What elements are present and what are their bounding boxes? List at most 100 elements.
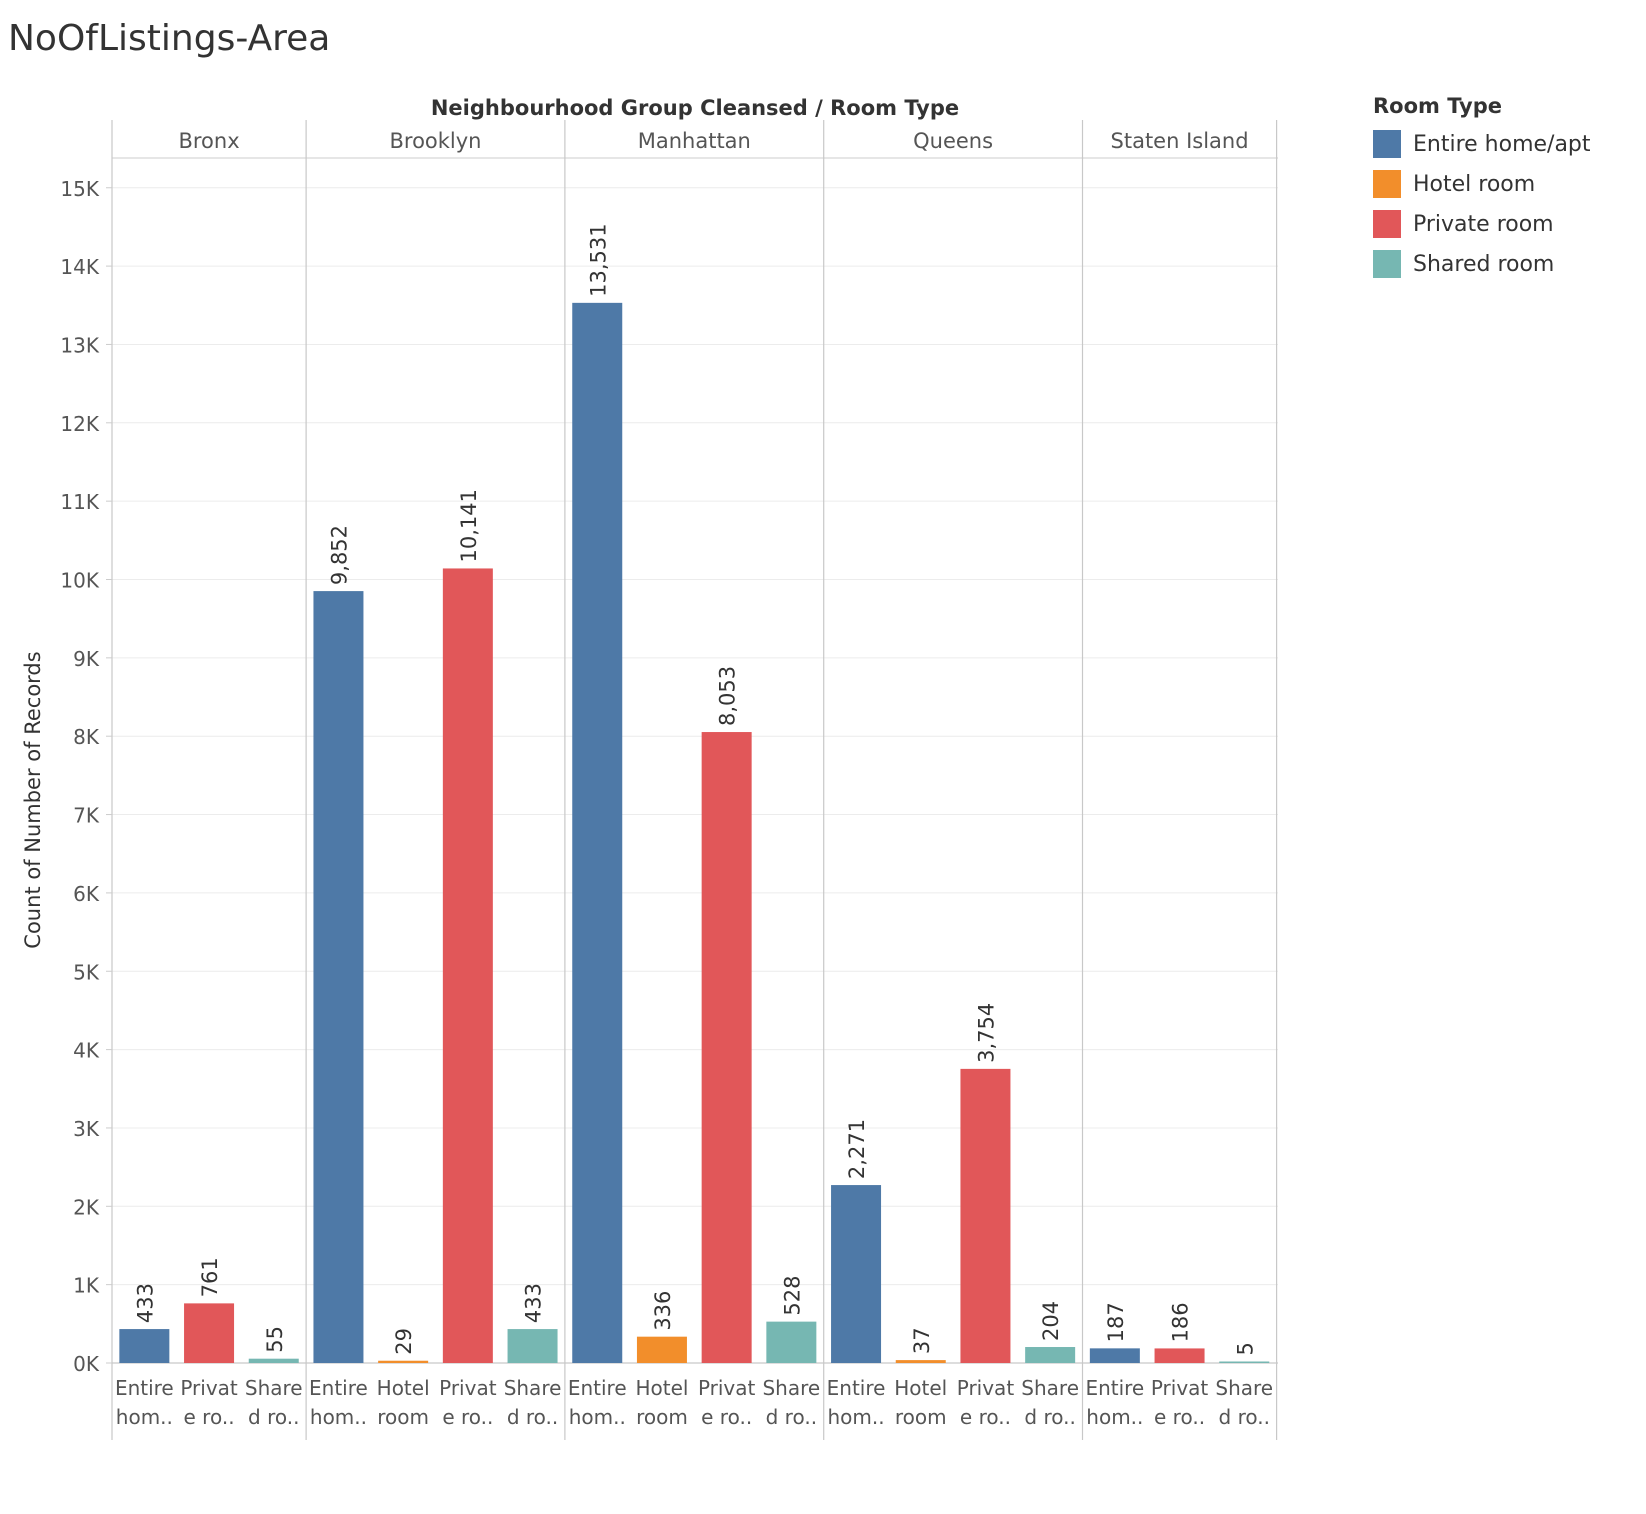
y-tick-label: 2K bbox=[73, 1195, 100, 1219]
bar-manhattan-shared-room bbox=[766, 1321, 817, 1363]
panel-frame bbox=[111, 120, 1278, 1440]
x-tick-label: hom.. bbox=[1086, 1405, 1143, 1429]
value-label: 13,531 bbox=[586, 223, 610, 296]
x-tick-label: hom.. bbox=[310, 1405, 367, 1429]
x-tick-label: hom.. bbox=[827, 1405, 884, 1429]
bar-staten-island-entire-home-apt bbox=[1089, 1348, 1140, 1363]
x-tick-label: Hotel bbox=[635, 1376, 688, 1400]
legend-label: Shared room bbox=[1413, 251, 1555, 277]
value-label: 37 bbox=[910, 1327, 934, 1354]
bar-manhattan-hotel-room bbox=[636, 1336, 687, 1363]
value-label: 8,053 bbox=[716, 666, 740, 726]
y-tick-label: 5K bbox=[73, 960, 100, 984]
y-tick-label: 14K bbox=[60, 255, 99, 279]
x-tick-label: Share bbox=[1021, 1376, 1079, 1400]
x-axis-labels: Entire hom.. Privat e ro.. Share d ro.. Entire… bbox=[115, 1376, 1273, 1429]
y-tick-label: 11K bbox=[60, 490, 99, 514]
value-label: 761 bbox=[198, 1257, 222, 1297]
y-tick-label: 4K bbox=[73, 1039, 100, 1063]
bar-queens-shared-room bbox=[1025, 1347, 1076, 1363]
legend-item-hotel-room[interactable]: Hotel room bbox=[1373, 164, 1591, 204]
group-headers: Bronx Brooklyn Manhattan Queens Staten Islan… bbox=[178, 129, 1248, 153]
x-tick-label: d ro.. bbox=[507, 1405, 558, 1429]
legend-item-private-room[interactable]: Private room bbox=[1373, 204, 1591, 244]
y-tick-label: 13K bbox=[60, 333, 99, 357]
bar-bronx-entire-home-apt bbox=[119, 1329, 170, 1363]
legend-title: Room Type bbox=[1373, 94, 1503, 118]
legend-item-entire-home-apt[interactable]: Entire home/apt bbox=[1373, 124, 1591, 164]
x-tick-label: Entire bbox=[1085, 1376, 1144, 1400]
legend-swatch bbox=[1373, 130, 1401, 158]
value-label: 5 bbox=[1233, 1342, 1257, 1355]
group-header-staten-island: Staten Island bbox=[1111, 129, 1249, 153]
x-tick-label: d ro.. bbox=[248, 1405, 299, 1429]
y-tick-label: 3K bbox=[73, 1117, 100, 1141]
group-header-manhattan: Manhattan bbox=[638, 129, 751, 153]
group-header-queens: Queens bbox=[913, 129, 993, 153]
value-label: 336 bbox=[651, 1291, 675, 1331]
y-tick-label: 7K bbox=[73, 804, 100, 828]
y-tick-label: 9K bbox=[73, 647, 100, 671]
legend-swatch bbox=[1373, 170, 1401, 198]
x-tick-label: room bbox=[377, 1405, 429, 1429]
value-label: 29 bbox=[392, 1328, 416, 1355]
legend-swatch bbox=[1373, 210, 1401, 238]
y-tick-label: 15K bbox=[60, 177, 99, 201]
value-label: 9,852 bbox=[327, 525, 351, 585]
x-tick-label: Share bbox=[1215, 1376, 1273, 1400]
x-tick-label: d ro.. bbox=[1219, 1405, 1270, 1429]
bar-bronx-private-room bbox=[184, 1303, 235, 1363]
x-tick-label: Share bbox=[504, 1376, 562, 1400]
legend: Room Type Entire home/apt Hotel room Priva… bbox=[1373, 94, 1591, 284]
bar-brooklyn-private-room bbox=[442, 568, 493, 1363]
legend-label: Hotel room bbox=[1413, 171, 1536, 197]
x-tick-label: Entire bbox=[827, 1376, 886, 1400]
x-tick-label: hom.. bbox=[569, 1405, 626, 1429]
x-tick-label: e ro.. bbox=[184, 1405, 235, 1429]
y-tick-label: 0K bbox=[73, 1352, 100, 1376]
x-tick-label: Hotel bbox=[894, 1376, 947, 1400]
bar-queens-private-room bbox=[960, 1068, 1011, 1363]
y-tick-label: 6K bbox=[73, 882, 100, 906]
legend-item-shared-room[interactable]: Shared room bbox=[1373, 244, 1591, 284]
x-tick-label: e ro.. bbox=[1154, 1405, 1205, 1429]
x-tick-label: Privat bbox=[180, 1376, 238, 1400]
value-label: 10,141 bbox=[457, 489, 481, 562]
x-tick-label: room bbox=[895, 1405, 947, 1429]
x-tick-label: e ro.. bbox=[701, 1405, 752, 1429]
chart-title: NoOfListings-Area bbox=[8, 18, 331, 59]
value-labels: 433761559,8522910,14143313,5313368,05352… bbox=[133, 223, 1257, 1355]
bar-bronx-shared-room bbox=[248, 1358, 299, 1363]
gridlines bbox=[112, 187, 1278, 1286]
legend-label: Private room bbox=[1413, 211, 1554, 237]
x-tick-label: Entire bbox=[309, 1376, 368, 1400]
y-tick-label: 1K bbox=[73, 1274, 100, 1298]
bar-staten-island-shared-room bbox=[1219, 1361, 1270, 1363]
group-header-bronx: Bronx bbox=[178, 129, 239, 153]
value-label: 187 bbox=[1104, 1302, 1128, 1342]
x-tick-label: hom.. bbox=[116, 1405, 173, 1429]
y-tick-label: 10K bbox=[60, 569, 99, 593]
value-label: 433 bbox=[133, 1283, 157, 1323]
bar-brooklyn-hotel-room bbox=[378, 1360, 429, 1363]
x-tick-label: d ro.. bbox=[766, 1405, 817, 1429]
x-tick-label: room bbox=[636, 1405, 688, 1429]
x-tick-label: d ro.. bbox=[1024, 1405, 1075, 1429]
x-tick-label: Privat bbox=[698, 1376, 756, 1400]
bar-manhattan-entire-home-apt bbox=[572, 302, 623, 1363]
x-tick-label: Entire bbox=[568, 1376, 627, 1400]
value-label: 528 bbox=[780, 1276, 804, 1316]
x-tick-label: Share bbox=[245, 1376, 303, 1400]
x-tick-label: Privat bbox=[1151, 1376, 1209, 1400]
y-tick-label: 8K bbox=[73, 725, 100, 749]
value-label: 2,271 bbox=[845, 1119, 869, 1179]
value-label: 3,754 bbox=[974, 1003, 998, 1063]
value-label: 433 bbox=[522, 1283, 546, 1323]
y-tick-label: 12K bbox=[60, 412, 99, 436]
bar-queens-entire-home-apt bbox=[831, 1185, 882, 1363]
bar-brooklyn-entire-home-apt bbox=[313, 591, 364, 1363]
bar-manhattan-private-room bbox=[701, 732, 752, 1363]
x-tick-label: e ro.. bbox=[442, 1405, 493, 1429]
value-label: 186 bbox=[1169, 1302, 1193, 1342]
